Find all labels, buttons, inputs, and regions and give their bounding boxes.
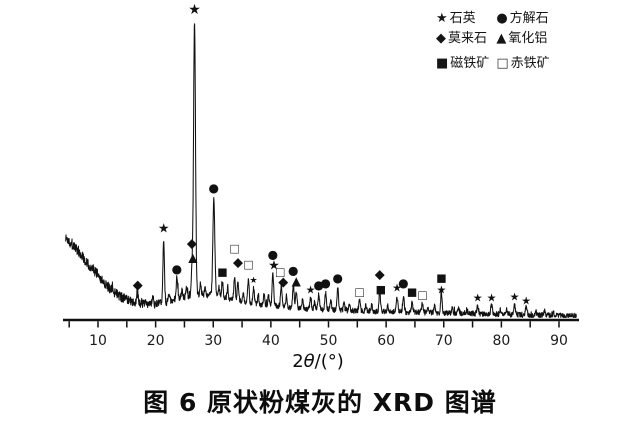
mullite-diamond-icon: ◆ <box>436 30 446 46</box>
magnetite-square-icon: ■ <box>217 266 227 279</box>
hematite-open-square-icon: □ <box>275 266 285 279</box>
legend-label-mullite: 莫来石 <box>448 30 488 46</box>
x-axis-tick-label: 60 <box>377 333 395 349</box>
legend-item-quartz: ★ 石英 <box>436 10 489 29</box>
quartz-star-icon: ★ <box>473 291 483 304</box>
legend-label-calcite: 方解石 <box>509 11 549 26</box>
magnetite-square-icon: ■ <box>407 286 417 299</box>
calcite-circle-icon: ● <box>268 247 278 261</box>
quartz-star-icon: ★ <box>158 222 170 237</box>
x-axis-tick-label: 20 <box>147 333 165 349</box>
magnetite-square-icon: ■ <box>376 283 386 296</box>
x-axis-tick-label: 10 <box>89 333 107 349</box>
xrd-chart-area: 10 20 30 40 50 60 70 80 90 2θ/(°) ◆ ★ ● ◆ ▲ ★ ● ■ □ ◆ □ ★ ● ★ □ ◆… <box>63 2 579 372</box>
magnetite-square-icon: ■ <box>436 55 449 71</box>
mullite-diamond-icon: ◆ <box>133 278 143 293</box>
hematite-open-square-icon: □ <box>354 286 364 299</box>
peak-markers: ◆★●◆▲★●■□◆ □★●★□◆●▲★●● ●□◆■ ★●■ □■★★ ★ ★ ★ <box>133 2 531 307</box>
legend-item-magnetite: ■ 磁铁矿 <box>436 55 489 74</box>
quartz-star-icon: ★ <box>188 2 201 18</box>
calcite-circle-icon: ● <box>209 181 219 195</box>
quartz-star-icon: ★ <box>250 276 258 286</box>
calcite-circle-icon: ● <box>332 271 342 285</box>
x-axis: 10 20 30 40 50 60 70 80 90 <box>63 318 579 349</box>
magnetite-square-icon: ■ <box>436 272 446 285</box>
quartz-star-icon: ★ <box>510 291 520 304</box>
calcite-circle-icon: ● <box>398 276 408 290</box>
quartz-star-icon: ★ <box>268 259 280 274</box>
figure-caption: 图 6 原状粉煤灰的 XRD 图谱 <box>143 388 497 417</box>
calcite-circle-icon: ● <box>172 262 182 276</box>
legend-label-hematite: 赤铁矿 <box>510 55 550 71</box>
mullite-diamond-icon: ◆ <box>278 275 288 290</box>
x-axis-tick-label: 90 <box>550 333 568 349</box>
legend-item-mullite: ◆ 莫来石 <box>436 30 489 49</box>
hematite-open-square-icon: □ <box>417 288 427 301</box>
x-axis-tick-label: 30 <box>204 333 222 349</box>
quartz-star-icon: ★ <box>392 281 402 294</box>
alumina-triangle-icon: ▲ <box>496 30 507 46</box>
alumina-triangle-icon: ▲ <box>188 250 198 264</box>
x-axis-tick-label: 40 <box>262 333 280 349</box>
quartz-star-icon: ★ <box>306 283 316 296</box>
x-axis-tick-label: 50 <box>320 333 338 349</box>
legend-item-hematite: □ 赤铁矿 <box>496 55 549 74</box>
legend: ★ 石英 ● 方解石 ◆ 莫来石 ▲ 氧化铝 ■ 磁铁矿 □ 赤铁矿 <box>436 10 550 74</box>
mullite-diamond-icon: ◆ <box>233 256 243 271</box>
calcite-circle-icon: ● <box>313 278 323 292</box>
legend-item-calcite: ● 方解石 <box>496 10 549 29</box>
x-axis-tick-label: 70 <box>435 333 453 349</box>
hematite-open-square-icon: □ <box>496 55 509 71</box>
calcite-circle-icon: ● <box>496 11 508 26</box>
quartz-star-icon: ★ <box>487 291 497 304</box>
hematite-open-square-icon: □ <box>229 242 239 255</box>
x-axis-label: 2θ/(°) <box>292 351 344 372</box>
legend-label-quartz: 石英 <box>449 11 476 26</box>
mullite-diamond-icon: ◆ <box>187 237 197 252</box>
alumina-triangle-icon: ▲ <box>292 274 302 288</box>
calcite-circle-icon: ● <box>320 276 330 290</box>
quartz-star-icon: ★ <box>436 11 448 26</box>
calcite-circle-icon: ● <box>288 264 298 278</box>
mullite-diamond-icon: ◆ <box>375 268 385 283</box>
hematite-open-square-icon: □ <box>243 258 253 271</box>
xrd-trace <box>65 23 577 319</box>
legend-label-alumina: 氧化铝 <box>508 30 548 46</box>
quartz-star-icon: ★ <box>436 283 446 296</box>
legend-label-magnetite: 磁铁矿 <box>450 55 490 71</box>
x-axis-tick-label: 80 <box>492 333 510 349</box>
legend-item-alumina: ▲ 氧化铝 <box>496 30 549 49</box>
quartz-star-icon: ★ <box>521 295 531 308</box>
